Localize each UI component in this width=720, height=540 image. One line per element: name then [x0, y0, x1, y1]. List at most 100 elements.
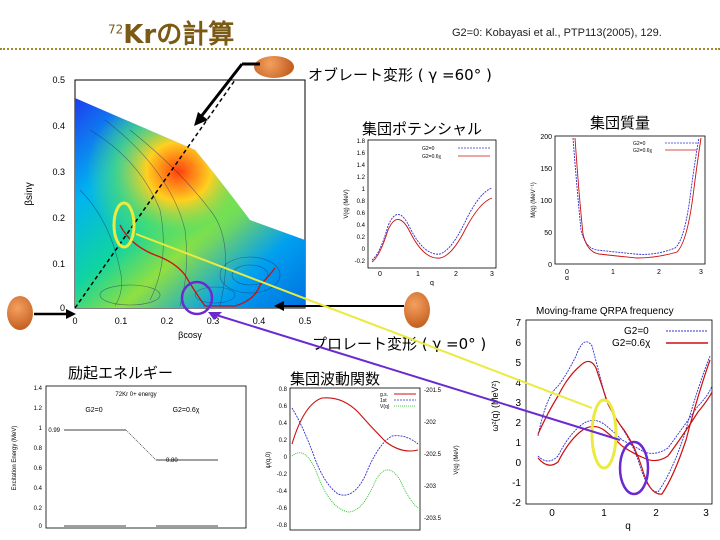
- qrpa-ytick: 6: [515, 338, 521, 349]
- wave-rtick: -201.5: [424, 388, 442, 394]
- pot-ytick: 1.8: [357, 139, 366, 145]
- wave-ytick: -0.2: [277, 472, 288, 478]
- mass-xtick: 3: [699, 269, 703, 276]
- prolate-left-arrow: [34, 309, 76, 319]
- map-ytick: 0: [60, 303, 65, 313]
- wavefunction-plot: 0.8 0.6 0.4 0.2 0 -0.2 -0.4 -0.6 -0.8 -2…: [262, 384, 468, 536]
- oblate-label: オブレート変形 ( γ =60° ): [308, 66, 492, 84]
- exc-ytick: 1: [39, 426, 43, 432]
- map-xtick: 0.1: [115, 316, 128, 326]
- wave-rtick: -202: [424, 420, 437, 426]
- pot-ytick: 1.4: [357, 163, 366, 169]
- wave-rtick: -202.5: [424, 452, 442, 458]
- wave-ytick: 0.2: [279, 438, 288, 444]
- qrpa-ylabel: ω²(q) (MeV²): [490, 380, 500, 431]
- qrpa-xlabel: q: [625, 521, 631, 532]
- wave-ytick: -0.6: [277, 506, 288, 512]
- map-xtick: 0: [72, 316, 77, 326]
- prolate-label: プロレート変形 ( γ =0° ): [312, 335, 487, 353]
- mass-xtick: 1: [611, 269, 615, 276]
- qrpa-ytick: 1: [515, 438, 521, 449]
- potential-title: 集団ポテンシャル: [362, 120, 483, 138]
- page-title: 72Krの計算: [108, 20, 235, 50]
- mass-xtick: 2: [657, 269, 661, 276]
- mass-plot: 200 150 100 50 0 0 1 2 3 q M(q) (MeV⁻¹) …: [525, 130, 710, 282]
- pot-xlabel: q: [430, 280, 434, 286]
- mass-ytick: 200: [540, 134, 552, 141]
- wave-legend-2: 1st: [380, 398, 387, 404]
- mass-ytick: 50: [544, 230, 552, 237]
- pot-legend-1: G2=0: [422, 146, 435, 152]
- reference-citation: G2=0: Kobayasi et al., PTP113(2005), 129…: [452, 27, 662, 39]
- mass-ytick: 150: [540, 166, 552, 173]
- wave-legend-3: V(q): [380, 404, 390, 410]
- wave-rtick: -203: [424, 484, 437, 490]
- wave-ytick: 0.4: [279, 421, 288, 427]
- map-ytick: 0.5: [52, 75, 65, 85]
- wave-ytick: 0: [284, 455, 288, 461]
- pot-ytick: 0.2: [357, 235, 366, 241]
- wave-ytick: -0.4: [277, 489, 288, 495]
- exc-plot-title: 72Kr 0+ energy: [115, 392, 156, 398]
- prolate-nucleus-left-icon: [7, 296, 33, 330]
- qrpa-legend-1: G2=0: [624, 326, 649, 337]
- exc-ytick: 0.2: [34, 506, 43, 512]
- exc-ytick: 1.4: [34, 386, 43, 392]
- wave-ytick: -0.8: [277, 523, 288, 529]
- mass-ytick: 0: [548, 262, 552, 269]
- qrpa-ytick: 0: [515, 458, 521, 469]
- mass-title: 集団質量: [590, 114, 651, 132]
- exc-col1: G2=0: [85, 407, 102, 414]
- map-ytick: 0.4: [52, 121, 65, 131]
- potential-plot: 1.8 1.6 1.4 1.2 1 0.8 0.6 0.4 0.2 0 -0.2…: [340, 136, 500, 287]
- map-ytick: 0.3: [52, 167, 65, 177]
- exc-val1: 0.99: [48, 428, 60, 434]
- qrpa-ytick: 7: [515, 318, 521, 329]
- qrpa-xtick: 1: [601, 508, 607, 519]
- qrpa-ytick: -2: [512, 498, 521, 509]
- mass-ytick: 100: [540, 198, 552, 205]
- pot-xtick: 0: [378, 271, 382, 278]
- pot-ytick: 0.8: [357, 199, 366, 205]
- exc-ytick: 1.2: [34, 406, 43, 412]
- map-xtick: 0.3: [207, 316, 220, 326]
- prolate-right-arrow: [274, 301, 404, 311]
- pot-xtick: 3: [490, 271, 494, 278]
- map-xlabel: βcosγ: [178, 330, 202, 340]
- map-xtick: 0.2: [161, 316, 174, 326]
- mass-legend-2: G2=0.6χ: [633, 148, 653, 154]
- exc-ytick: 0.4: [34, 486, 43, 492]
- map-xtick: 0.4: [253, 316, 266, 326]
- exc-ylabel: Excitation Energy (MeV): [12, 426, 18, 491]
- pot-ytick: -0.2: [355, 259, 366, 265]
- qrpa-xtick: 2: [653, 508, 659, 519]
- wave-rtick: -203.5: [424, 516, 442, 522]
- qrpa-legend-2: G2=0.6χ: [612, 338, 651, 349]
- map-ylabel: βsinγ: [24, 182, 35, 206]
- pot-ylabel: V(q) (MeV): [344, 189, 350, 218]
- qrpa-ytick: 5: [515, 358, 521, 369]
- map-xtick: 0.5: [299, 316, 312, 326]
- wave-rlabel: V(q) (MeV): [454, 445, 460, 474]
- mass-xlabel: q: [565, 275, 569, 280]
- qrpa-xtick: 0: [549, 508, 555, 519]
- oblate-arrow: [194, 62, 260, 126]
- pot-xtick: 1: [416, 271, 420, 278]
- wave-ytick: 0.8: [279, 387, 288, 393]
- exc-ytick: 0.8: [34, 446, 43, 452]
- map-ytick: 0.1: [52, 259, 65, 269]
- map-ytick: 0.2: [52, 213, 65, 223]
- pot-legend-2: G2=0.6χ: [422, 154, 442, 160]
- pot-ytick: 1.6: [357, 151, 366, 157]
- pot-ytick: 1: [362, 187, 366, 193]
- pot-ytick: 0.4: [357, 223, 366, 229]
- qrpa-ytick: 2: [515, 418, 521, 429]
- exc-ytick: 0.6: [34, 466, 43, 472]
- pot-ytick: 1.2: [357, 175, 366, 181]
- qrpa-ytick: 3: [515, 398, 521, 409]
- exc-ytick: 0: [39, 524, 43, 530]
- excitation-title: 励起エネルギー: [68, 364, 174, 382]
- wave-ylabel: ψ(q,0): [266, 452, 272, 469]
- mass-ylabel: M(q) (MeV⁻¹): [531, 182, 537, 218]
- exc-col2: G2=0.6χ: [173, 407, 200, 414]
